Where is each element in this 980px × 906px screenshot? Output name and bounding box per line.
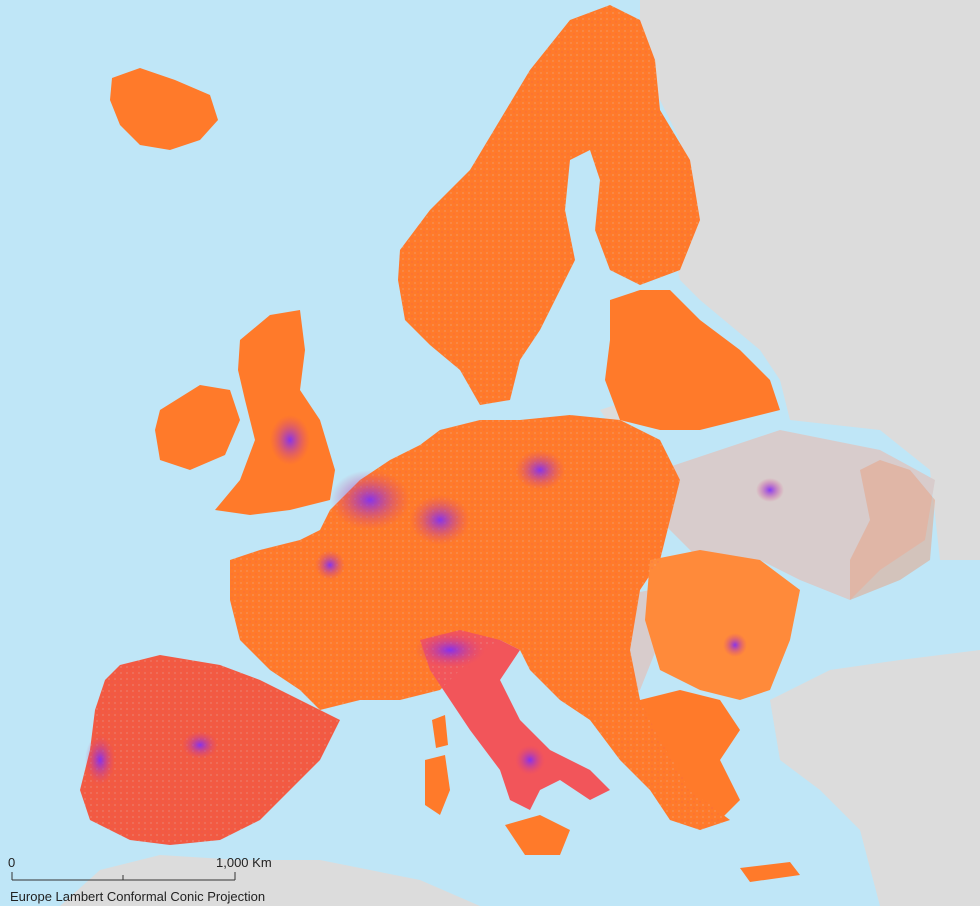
scale-bar: [11, 872, 236, 881]
great-britain: [215, 310, 335, 515]
sicily: [505, 815, 570, 855]
scale-end-label: 1,000 Km: [216, 855, 272, 870]
turkey-land: [770, 650, 980, 906]
projection-label: Europe Lambert Conformal Conic Projectio…: [10, 889, 266, 904]
iceland: [110, 68, 218, 150]
sardinia: [425, 755, 450, 815]
baltics: [605, 290, 780, 430]
ukraine-fringe: [850, 460, 935, 600]
crete: [740, 862, 800, 882]
russia-east-land: [640, 0, 980, 560]
urban-hotspots: [85, 415, 784, 785]
corsica: [432, 715, 448, 748]
africa-land: [60, 855, 480, 906]
greece: [640, 690, 740, 830]
scale-start-label: 0: [8, 855, 16, 870]
italy: [420, 630, 610, 810]
romania-bulgaria: [645, 550, 800, 700]
ireland: [155, 385, 240, 470]
